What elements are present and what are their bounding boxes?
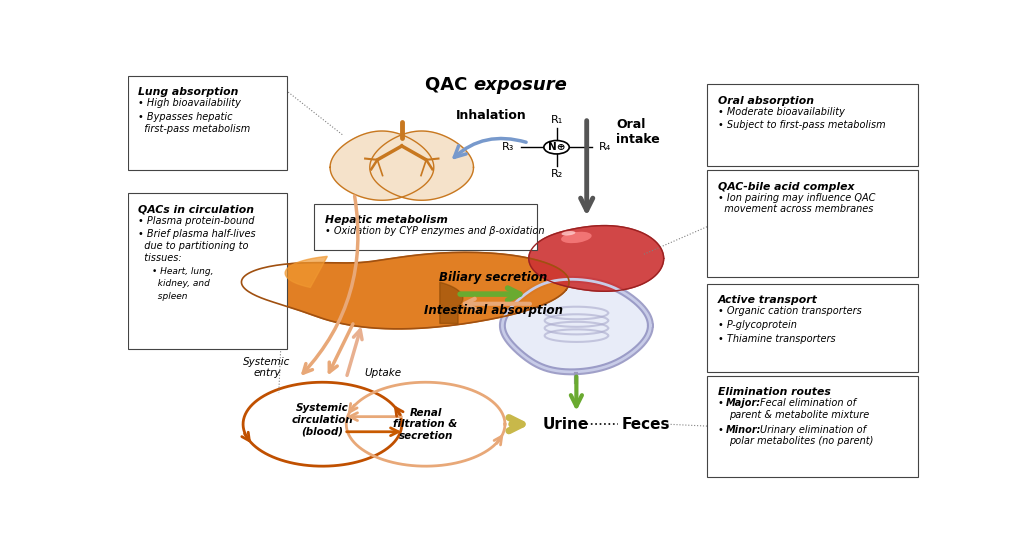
Text: Feces: Feces <box>622 417 670 432</box>
Text: • Bypasses hepatic: • Bypasses hepatic <box>138 112 232 122</box>
Polygon shape <box>242 252 569 329</box>
Text: tissues:: tissues: <box>138 253 182 263</box>
Text: first-pass metabolism: first-pass metabolism <box>138 124 251 134</box>
Text: Active transport: Active transport <box>718 295 817 305</box>
Text: • Ion pairing may influence QAC: • Ion pairing may influence QAC <box>718 192 876 203</box>
Text: •: • <box>718 425 727 434</box>
Text: • P-glycoprotein: • P-glycoprotein <box>718 320 797 330</box>
Text: Urinary elimination of: Urinary elimination of <box>761 425 866 434</box>
FancyBboxPatch shape <box>708 84 918 166</box>
Polygon shape <box>503 279 650 372</box>
Text: movement across membranes: movement across membranes <box>718 204 873 214</box>
Ellipse shape <box>561 231 575 235</box>
Text: N⊕: N⊕ <box>548 142 565 152</box>
Text: Major:: Major: <box>726 398 761 408</box>
Text: parent & metabolite mixture: parent & metabolite mixture <box>729 410 869 420</box>
Text: polar metabolites (no parent): polar metabolites (no parent) <box>729 437 873 446</box>
Text: • Moderate bioavailability: • Moderate bioavailability <box>718 106 845 117</box>
Text: Intestinal absorption: Intestinal absorption <box>424 304 562 317</box>
Polygon shape <box>439 282 463 324</box>
Ellipse shape <box>561 232 592 243</box>
Text: Oral
intake: Oral intake <box>616 118 659 146</box>
Text: • High bioavailability: • High bioavailability <box>138 98 242 108</box>
Text: Hepatic metabolism: Hepatic metabolism <box>325 215 447 225</box>
Text: Biliary secretion: Biliary secretion <box>439 271 547 284</box>
Text: exposure: exposure <box>473 76 567 94</box>
Text: R₃: R₃ <box>502 142 514 152</box>
FancyBboxPatch shape <box>128 76 287 170</box>
FancyBboxPatch shape <box>708 376 918 477</box>
Polygon shape <box>285 256 328 287</box>
FancyBboxPatch shape <box>708 170 918 277</box>
Text: Uptake: Uptake <box>365 367 401 378</box>
Text: R₂: R₂ <box>551 169 562 179</box>
Polygon shape <box>370 131 473 200</box>
Text: Lung absorption: Lung absorption <box>138 87 239 97</box>
Text: R₄: R₄ <box>599 142 611 152</box>
Text: QAC: QAC <box>425 76 473 94</box>
FancyBboxPatch shape <box>128 193 287 349</box>
Text: • Subject to first-pass metabolism: • Subject to first-pass metabolism <box>718 120 886 130</box>
Text: Renal
filtration &
secretion: Renal filtration & secretion <box>393 408 458 441</box>
Text: due to partitioning to: due to partitioning to <box>138 241 249 251</box>
Text: Minor:: Minor: <box>726 425 761 434</box>
Text: • Oxidation by CYP enzymes and β-oxidation: • Oxidation by CYP enzymes and β-oxidati… <box>325 226 545 236</box>
Text: • Heart, lung,: • Heart, lung, <box>152 267 213 276</box>
Polygon shape <box>528 226 664 292</box>
Text: • Plasma protein-bound: • Plasma protein-bound <box>138 216 255 226</box>
Text: • Thiamine transporters: • Thiamine transporters <box>718 334 836 343</box>
Text: • Brief plasma half-lives: • Brief plasma half-lives <box>138 229 256 239</box>
Polygon shape <box>330 131 434 200</box>
Circle shape <box>544 141 569 154</box>
Text: •: • <box>718 398 727 408</box>
Text: QACs in circulation: QACs in circulation <box>138 205 254 215</box>
FancyBboxPatch shape <box>708 283 918 372</box>
Text: Fecal elimination of: Fecal elimination of <box>761 398 856 408</box>
Text: Urine: Urine <box>543 417 589 432</box>
Text: Oral absorption: Oral absorption <box>718 95 814 106</box>
Text: kidney, and: kidney, and <box>152 280 210 288</box>
Text: Systemic
circulation
(blood): Systemic circulation (blood) <box>292 403 353 437</box>
Text: QAC-bile acid complex: QAC-bile acid complex <box>718 181 854 192</box>
Text: spleen: spleen <box>152 292 187 301</box>
FancyBboxPatch shape <box>314 204 537 250</box>
Text: Inhalation: Inhalation <box>456 110 526 123</box>
Text: R₁: R₁ <box>551 115 562 125</box>
Text: Systemic
entry: Systemic entry <box>243 357 291 378</box>
Text: • Organic cation transporters: • Organic cation transporters <box>718 306 861 316</box>
Text: Elimination routes: Elimination routes <box>718 387 830 397</box>
